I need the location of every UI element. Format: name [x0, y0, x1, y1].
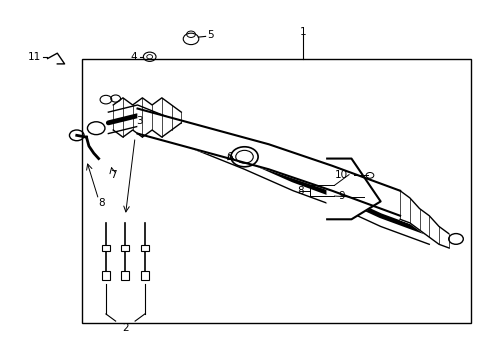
- Text: 1: 1: [299, 27, 305, 37]
- Text: 10: 10: [334, 170, 347, 180]
- Bar: [81, 59, 469, 323]
- Bar: [121, 271, 129, 280]
- Text: 7: 7: [110, 170, 116, 180]
- Text: 4: 4: [130, 52, 137, 62]
- Bar: [102, 245, 110, 251]
- Text: 8: 8: [297, 186, 303, 196]
- Polygon shape: [47, 53, 64, 64]
- Bar: [121, 245, 129, 251]
- Text: 3: 3: [136, 116, 143, 126]
- Text: 9: 9: [338, 191, 345, 201]
- Text: 8: 8: [98, 198, 104, 208]
- Bar: [141, 245, 148, 251]
- Bar: [102, 271, 110, 280]
- Polygon shape: [326, 158, 380, 219]
- Text: 5: 5: [207, 30, 213, 40]
- Text: 6: 6: [226, 152, 233, 162]
- Text: 2: 2: [122, 323, 128, 333]
- Bar: [141, 271, 148, 280]
- Text: 11: 11: [28, 52, 41, 62]
